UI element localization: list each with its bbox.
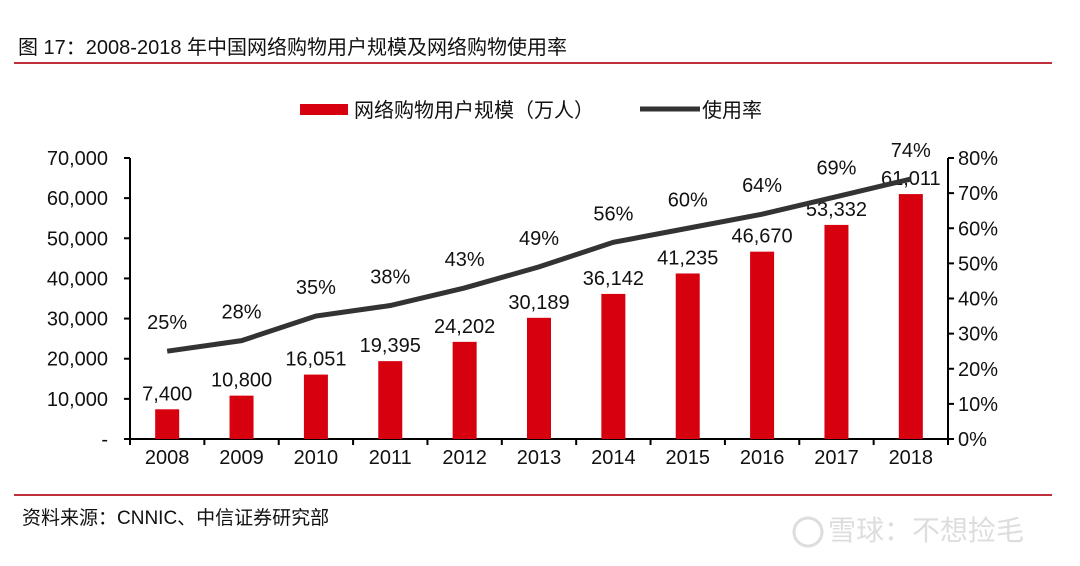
bar-2013 bbox=[527, 317, 551, 439]
bar-value-label: 53,332 bbox=[806, 199, 867, 221]
x-tick-label: 2009 bbox=[219, 447, 264, 469]
bar-2010 bbox=[303, 374, 328, 439]
line-value-label: 38% bbox=[370, 267, 410, 289]
right-tick-label: 50% bbox=[958, 253, 998, 275]
bar-value-label: 10,800 bbox=[211, 370, 272, 392]
x-tick-label: 2015 bbox=[665, 447, 710, 469]
bar-2008 bbox=[155, 409, 180, 439]
bar-value-label: 7,400 bbox=[142, 383, 192, 405]
bar-value-label: 30,189 bbox=[508, 292, 569, 314]
legend-swatch-bar bbox=[300, 104, 348, 115]
line-value-label: 35% bbox=[296, 277, 336, 299]
figure-title: 图 17：2008-2018 年中国网络购物用户规模及网络购物使用率 bbox=[18, 36, 567, 59]
right-tick-label: 30% bbox=[958, 324, 998, 346]
right-tick-label: 20% bbox=[958, 359, 998, 381]
bar-value-label: 46,670 bbox=[732, 226, 793, 248]
left-tick-label: 50,000 bbox=[47, 228, 108, 250]
left-tick-label: 10,000 bbox=[47, 389, 108, 411]
bar-value-label: 36,142 bbox=[583, 268, 644, 290]
x-tick-label: 2014 bbox=[591, 447, 636, 469]
line-value-label: 56% bbox=[593, 203, 633, 225]
line-value-label: 49% bbox=[519, 228, 559, 250]
legend-label-line: 使用率 bbox=[702, 99, 762, 122]
usage-rate-line bbox=[166, 176, 912, 354]
line-value-label: 28% bbox=[222, 302, 262, 324]
bar-2014 bbox=[601, 293, 626, 439]
watermark: 雪球：不想捡毛 bbox=[828, 515, 1024, 546]
left-tick-label: 70,000 bbox=[47, 148, 108, 170]
bar-value-label: 19,395 bbox=[360, 335, 421, 357]
x-tick-label: 2008 bbox=[145, 447, 190, 469]
line-value-label: 74% bbox=[891, 140, 931, 162]
left-tick-label: 30,000 bbox=[47, 309, 108, 331]
x-tick-label: 2017 bbox=[814, 447, 859, 469]
watermark-logo-icon bbox=[792, 516, 824, 548]
left-tick-label: 60,000 bbox=[47, 188, 108, 210]
right-tick-label: 0% bbox=[958, 429, 987, 451]
source-note: 资料来源：CNNIC、中信证券研究部 bbox=[22, 507, 329, 529]
x-tick-label: 2016 bbox=[740, 447, 785, 469]
x-tick-label: 2011 bbox=[369, 447, 412, 469]
legend-label-bar: 网络购物用户规模（万人） bbox=[354, 99, 594, 122]
bar-2016 bbox=[750, 251, 775, 439]
bar-2015 bbox=[675, 273, 700, 439]
right-tick-label: 10% bbox=[958, 394, 998, 416]
right-tick-label: 40% bbox=[958, 289, 998, 311]
bar-2018 bbox=[898, 194, 923, 439]
line-value-label: 69% bbox=[816, 158, 856, 180]
line-value-label: 25% bbox=[147, 312, 187, 334]
bar-2009 bbox=[229, 395, 254, 439]
legend: 网络购物用户规模（万人） 使用率 bbox=[300, 99, 762, 122]
bar-value-label: 16,051 bbox=[285, 349, 346, 371]
bar-value-label: 24,202 bbox=[434, 316, 495, 338]
x-tick-label: 2012 bbox=[442, 447, 487, 469]
right-tick-label: 60% bbox=[958, 218, 998, 240]
bar-value-label: 41,235 bbox=[657, 247, 718, 269]
bar-2011 bbox=[378, 361, 403, 439]
bar-2012 bbox=[452, 341, 477, 439]
bar-2017 bbox=[824, 224, 849, 439]
left-tick-label: - bbox=[101, 429, 108, 451]
x-tick-label: 2018 bbox=[889, 447, 934, 469]
x-tick-label: 2010 bbox=[294, 447, 339, 469]
left-tick-label: 20,000 bbox=[47, 349, 108, 371]
right-tick-label: 80% bbox=[958, 148, 998, 170]
line-value-label: 43% bbox=[445, 249, 485, 271]
line-value-label: 64% bbox=[742, 175, 782, 197]
line-value-label: 60% bbox=[668, 189, 708, 211]
x-tick-label: 2013 bbox=[517, 447, 562, 469]
left-tick-label: 40,000 bbox=[47, 268, 108, 290]
right-tick-label: 70% bbox=[958, 183, 998, 205]
